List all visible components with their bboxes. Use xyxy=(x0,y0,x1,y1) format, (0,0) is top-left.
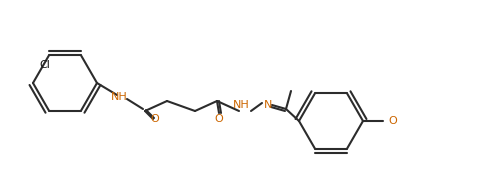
Text: O: O xyxy=(151,114,160,124)
Text: N: N xyxy=(264,100,272,110)
Text: NH: NH xyxy=(233,100,249,110)
Text: NH: NH xyxy=(110,92,127,102)
Text: Cl: Cl xyxy=(40,60,51,70)
Text: O: O xyxy=(215,114,223,124)
Text: O: O xyxy=(388,116,397,126)
